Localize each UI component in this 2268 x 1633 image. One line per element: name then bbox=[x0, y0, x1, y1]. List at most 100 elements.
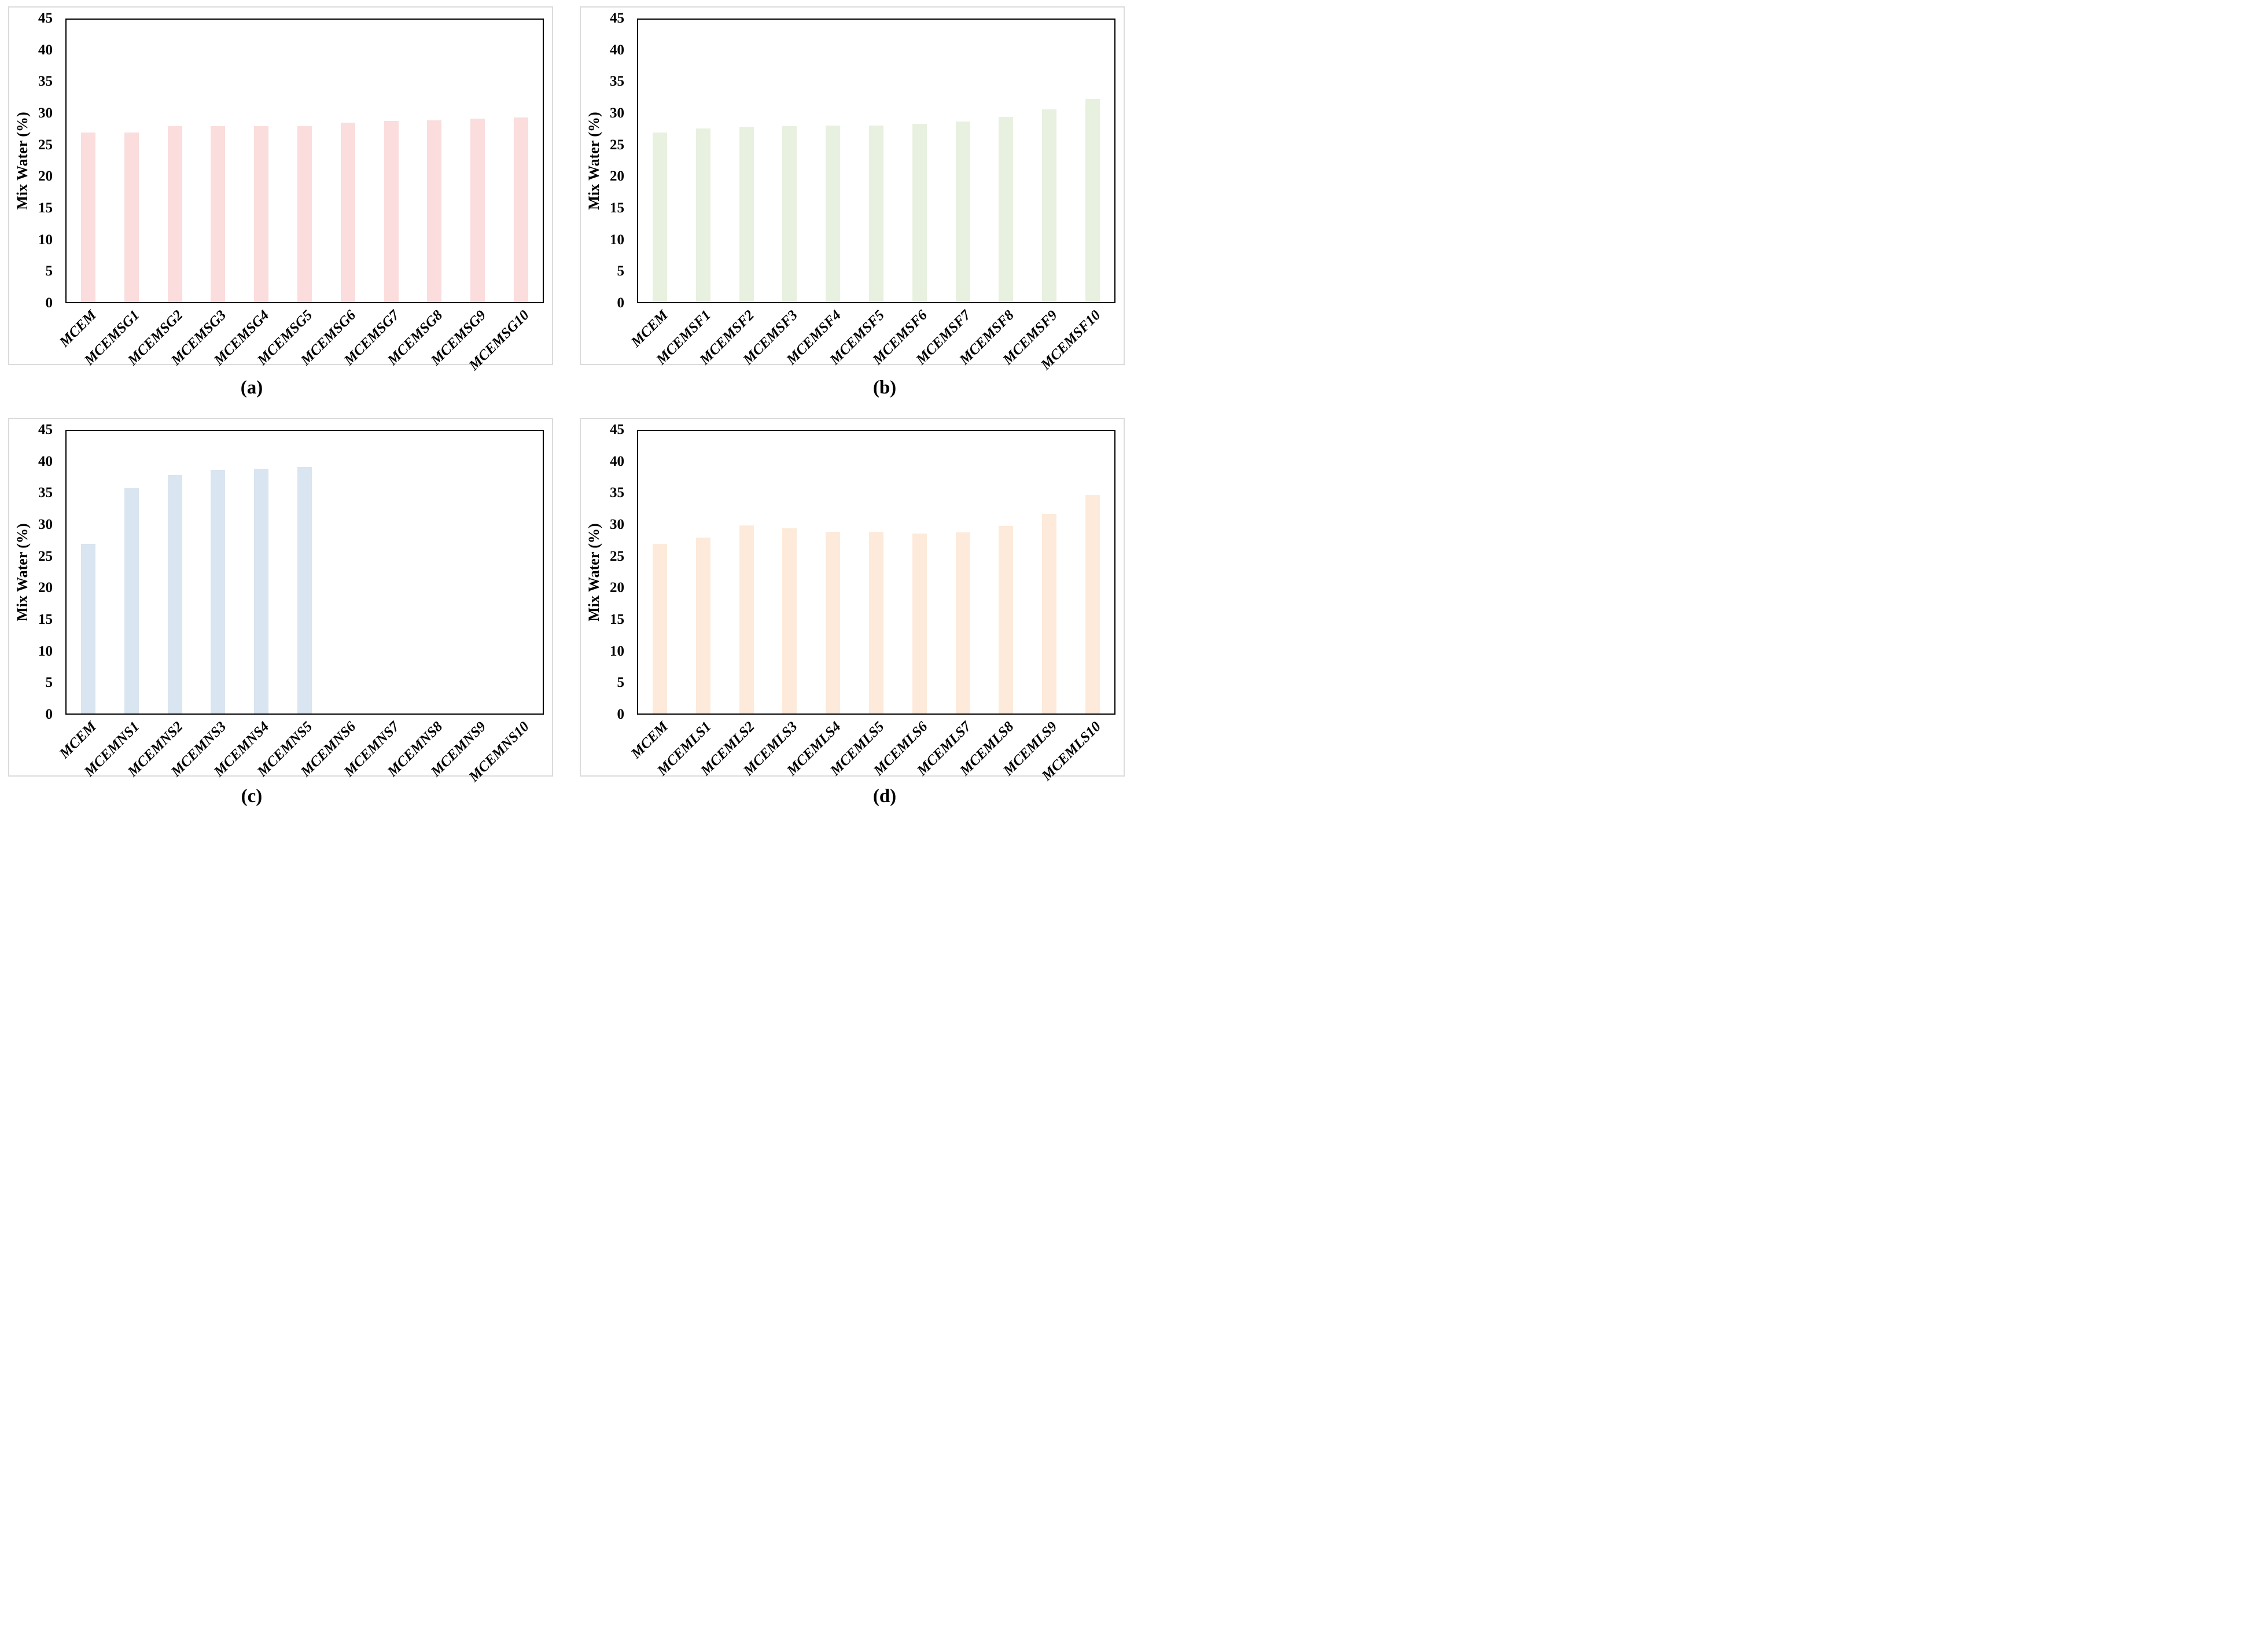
chart-panel-d: Mix Water (%) 0 5 10 15 20 25 30 35 40 45 MCEM MCE… bbox=[580, 418, 1125, 784]
y-tick-label: 0 bbox=[617, 707, 625, 722]
bar-MCEMSF1 bbox=[695, 128, 710, 302]
bar-MCEMNS3 bbox=[211, 470, 226, 713]
y-tick-label: 0 bbox=[617, 295, 625, 311]
bar-MCEMSG2 bbox=[167, 126, 182, 302]
y-tick-label: 35 bbox=[610, 73, 624, 90]
bar-MCEMSF2 bbox=[739, 127, 754, 302]
y-tick-label: 15 bbox=[610, 612, 624, 627]
y-tick-label: 25 bbox=[38, 137, 53, 153]
y-tick-label: 35 bbox=[38, 73, 53, 90]
y-tick-label: 20 bbox=[610, 580, 624, 596]
bar-MCEMSG10 bbox=[514, 117, 529, 302]
y-axis-tick-labels: 0 5 10 15 20 25 30 35 40 45 bbox=[9, 10, 53, 311]
bar-MCEMLS9 bbox=[1042, 514, 1057, 713]
y-axis-tick-labels: 0 5 10 15 20 25 30 35 40 45 bbox=[581, 10, 625, 311]
y-tick-label: 10 bbox=[610, 231, 624, 248]
bar-MCEMNS1 bbox=[124, 487, 139, 713]
chart-panel-b: Mix Water (%) 0 5 10 15 20 25 30 35 40 45 MCEM MCE… bbox=[580, 6, 1125, 373]
y-axis-tick-labels: 0 5 10 15 20 25 30 35 40 45 bbox=[581, 422, 625, 722]
bar-MCEMSF5 bbox=[869, 126, 883, 302]
y-tick-label: 40 bbox=[38, 453, 53, 469]
y-tick-label: 5 bbox=[617, 675, 625, 691]
bar-MCEMSG4 bbox=[254, 126, 269, 302]
y-tick-label: 45 bbox=[38, 422, 53, 437]
y-tick-label: 0 bbox=[45, 295, 53, 311]
chart-panel-c: Mix Water (%) 0 5 10 15 20 25 30 35 40 45 MCEM MCE… bbox=[8, 418, 553, 785]
y-tick-label: 25 bbox=[610, 548, 624, 564]
y-tick-label: 45 bbox=[38, 10, 53, 26]
bar-MCEMSG7 bbox=[384, 120, 399, 302]
figure: Mix Water (%) 0 5 10 15 20 25 30 35 40 45 MCEM MCE… bbox=[0, 0, 1134, 816]
x-axis-tick-labels: MCEM MCEMNS1 MCEMNS2 MCEMNS3 MCEMNS4 MCEMNS5 M… bbox=[56, 718, 544, 785]
y-tick-label: 40 bbox=[610, 42, 624, 58]
y-tick-label: 5 bbox=[617, 263, 625, 279]
bar-MCEMNS2 bbox=[167, 475, 182, 713]
bar-MCEMLS1 bbox=[695, 538, 710, 713]
caption-d: (d) bbox=[872, 786, 897, 807]
bar-MCEMLS8 bbox=[999, 525, 1014, 713]
caption-a: (a) bbox=[240, 377, 263, 398]
y-tick-label: 10 bbox=[38, 643, 53, 659]
bar-MCEMSF4 bbox=[826, 126, 841, 302]
y-tick-label: 35 bbox=[38, 485, 53, 501]
y-tick-label: 15 bbox=[38, 200, 53, 216]
bar-MCEMNS5 bbox=[297, 466, 312, 713]
bar-MCEMLS2 bbox=[739, 525, 754, 713]
y-tick-label: 40 bbox=[38, 42, 53, 58]
y-tick-label: 35 bbox=[610, 485, 624, 501]
y-tick-label: 5 bbox=[45, 263, 53, 279]
bar-MCEMSF7 bbox=[955, 121, 970, 302]
bar-MCEMSG6 bbox=[340, 122, 355, 302]
y-tick-label: 20 bbox=[38, 580, 53, 596]
chart-panel-a: Mix Water (%) 0 5 10 15 20 25 30 35 40 45 MCEM MCE… bbox=[8, 6, 553, 373]
x-tick-label: MCEM bbox=[56, 307, 100, 351]
bar-MCEMSF9 bbox=[1042, 109, 1057, 302]
y-tick-label: 10 bbox=[38, 231, 53, 248]
bar-MCEMSF10 bbox=[1085, 98, 1100, 302]
y-tick-label: 30 bbox=[610, 517, 624, 532]
y-tick-label: 30 bbox=[38, 105, 53, 121]
y-tick-label: 30 bbox=[38, 517, 53, 532]
bar-MCEM bbox=[80, 133, 95, 302]
y-axis-tick-labels: 0 5 10 15 20 25 30 35 40 45 bbox=[9, 422, 53, 722]
plot-area bbox=[637, 19, 1115, 303]
x-tick-label: MCEM bbox=[56, 719, 100, 762]
bar-MCEM bbox=[652, 544, 667, 713]
y-tick-label: 20 bbox=[38, 168, 53, 185]
bar-MCEMSF6 bbox=[912, 124, 927, 302]
bar-MCEMSF8 bbox=[999, 117, 1014, 302]
x-axis-tick-labels: MCEM MCEMSG1 MCEMSG2 MCEMSG3 MCEMSG4 MCEMSG5 M… bbox=[56, 306, 544, 373]
bar-MCEM bbox=[80, 544, 95, 713]
y-tick-label: 15 bbox=[38, 612, 53, 627]
y-tick-label: 0 bbox=[45, 707, 53, 722]
bar-MCEMLS6 bbox=[912, 533, 927, 713]
bar-MCEMSG8 bbox=[427, 120, 442, 302]
bar-MCEM bbox=[652, 133, 667, 302]
y-tick-label: 30 bbox=[610, 105, 624, 121]
x-axis-tick-labels: MCEM MCEMSF1 MCEMSF2 MCEMSF3 MCEMSF4 MCEMSF5 M… bbox=[628, 306, 1115, 373]
y-tick-label: 25 bbox=[610, 137, 624, 153]
bar-MCEMLS3 bbox=[782, 528, 797, 713]
caption-b: (b) bbox=[872, 377, 897, 398]
bar-MCEMLS4 bbox=[826, 531, 841, 713]
plot-area bbox=[65, 430, 544, 715]
bar-MCEMSG1 bbox=[124, 133, 139, 302]
bar-MCEMLS7 bbox=[955, 532, 970, 713]
bar-MCEMSG3 bbox=[211, 126, 226, 302]
bar-MCEMLS10 bbox=[1085, 494, 1100, 713]
bar-MCEMSF3 bbox=[782, 126, 797, 302]
y-tick-label: 15 bbox=[610, 200, 624, 216]
x-tick-label: MCEM bbox=[628, 307, 671, 351]
y-tick-label: 25 bbox=[38, 548, 53, 564]
y-tick-label: 45 bbox=[610, 10, 624, 26]
plot-area bbox=[637, 430, 1115, 715]
plot-area bbox=[65, 19, 544, 303]
y-tick-label: 10 bbox=[610, 643, 624, 659]
x-tick-label: MCEM bbox=[628, 719, 671, 762]
y-tick-label: 45 bbox=[610, 422, 624, 437]
bar-MCEMNS4 bbox=[254, 469, 269, 713]
bar-MCEMLS5 bbox=[869, 531, 883, 713]
x-axis-tick-labels: MCEM MCEMLS1 MCEMLS2 MCEMLS3 MCEMLS4 MCEMLS5 M… bbox=[628, 718, 1115, 784]
bar-MCEMSG9 bbox=[470, 119, 485, 302]
caption-c: (c) bbox=[241, 786, 263, 807]
